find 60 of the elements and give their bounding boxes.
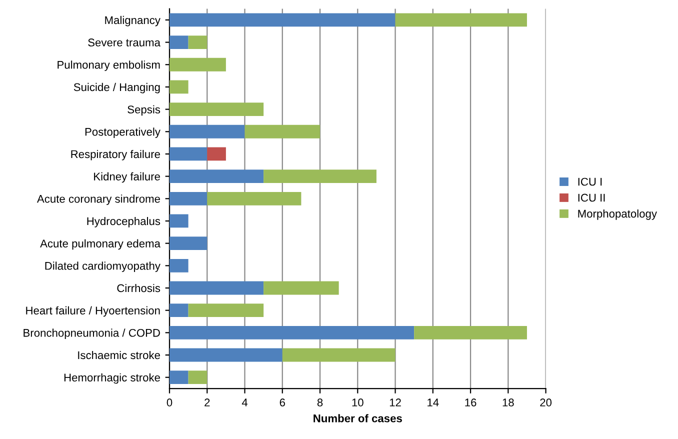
bar — [188, 370, 208, 384]
bar — [188, 304, 264, 318]
bar — [170, 36, 188, 49]
x-tick-label: 2 — [204, 398, 210, 406]
bar — [188, 36, 208, 49]
x-tick-label: 20 — [540, 398, 552, 406]
bar — [170, 102, 264, 116]
legend-label: Morphopatology — [578, 209, 657, 220]
y-tick-label: Severe trauma — [88, 38, 160, 46]
y-tick-label: Bronchopneumonia / COPD — [24, 328, 160, 340]
x-tick-label: 18 — [502, 398, 514, 406]
y-tick-label: Malignancy — [105, 16, 160, 26]
y-tick-label: Acute pulmonary edema — [40, 239, 160, 250]
bar — [282, 348, 396, 362]
bar — [170, 258, 188, 272]
x-tick-label: 6 — [280, 398, 285, 406]
y-tick-label: Cirrhosis — [117, 284, 160, 292]
bar — [170, 326, 414, 340]
bar — [170, 58, 226, 72]
bar — [207, 192, 302, 206]
y-tick-label: Suicide / Hanging — [74, 82, 160, 94]
y-tick-label: Heart failure / Hyoertension — [26, 306, 160, 317]
bar — [414, 326, 527, 340]
legend-label: ICU II — [578, 194, 605, 202]
y-tick-label: Postoperatively — [85, 128, 160, 138]
x-tick-label: 14 — [428, 398, 439, 406]
bar — [170, 214, 188, 228]
bar — [170, 281, 264, 295]
bar — [170, 348, 282, 362]
bar — [264, 170, 376, 184]
bar — [170, 147, 208, 161]
y-tick-label: Sepsis — [128, 105, 160, 116]
y-tick-label: Ischaemic stroke — [78, 350, 160, 360]
x-tick-label: 10 — [352, 398, 364, 406]
x-tick-label: 0 — [166, 398, 172, 406]
y-tick-label: Respiratory failure — [71, 150, 160, 160]
y-tick-label: Acute coronary sindrome — [36, 194, 160, 205]
bar — [170, 192, 208, 206]
bar — [170, 124, 245, 138]
legend-label: ICU I — [578, 178, 602, 186]
y-tick-label: Dilated cardiomyopathy — [45, 262, 160, 272]
bar — [264, 281, 339, 295]
x-tick-label: 8 — [317, 398, 323, 406]
bar — [170, 170, 264, 184]
y-tick-label: Hemorrhagic stroke — [64, 373, 160, 384]
x-tick-label: 4 — [242, 398, 248, 406]
bar — [170, 80, 188, 94]
bar — [170, 13, 396, 27]
bar — [395, 13, 527, 27]
bar — [170, 236, 208, 250]
x-tick-label: 12 — [390, 398, 401, 406]
bar — [170, 304, 188, 318]
y-tick-label: Hydrocephalus — [87, 216, 160, 228]
x-tick-label: 16 — [465, 398, 476, 406]
bar — [207, 147, 226, 161]
y-tick-label: Kidney failure — [94, 172, 160, 183]
x-axis-title: Number of cases — [314, 414, 402, 422]
y-tick-label: Pulmonary embolism — [58, 60, 160, 71]
bar — [170, 370, 188, 384]
bar — [244, 124, 320, 138]
